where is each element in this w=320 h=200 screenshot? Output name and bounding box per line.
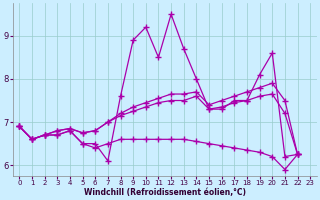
X-axis label: Windchill (Refroidissement éolien,°C): Windchill (Refroidissement éolien,°C) xyxy=(84,188,246,197)
